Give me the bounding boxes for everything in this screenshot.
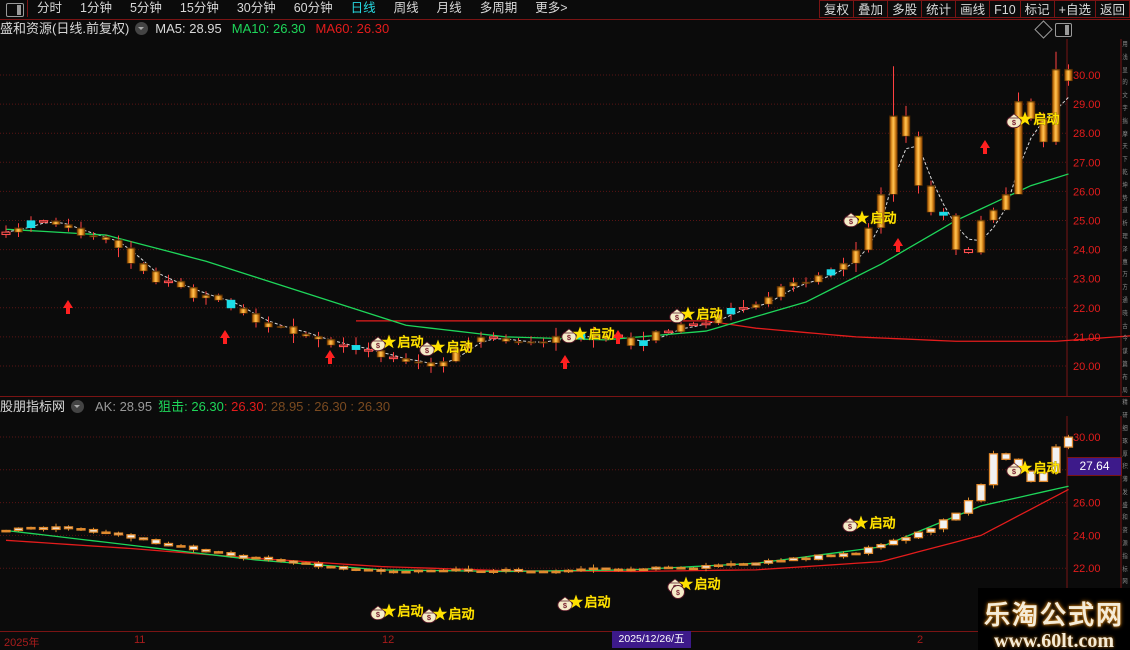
svg-text:29.00: 29.00 <box>1073 99 1101 111</box>
svg-text:30.00: 30.00 <box>1073 432 1101 444</box>
svg-text:20.00: 20.00 <box>1073 361 1101 373</box>
svg-text:26.00: 26.00 <box>1073 498 1101 510</box>
svg-text:23.00: 23.00 <box>1073 274 1101 286</box>
svg-text:26.00: 26.00 <box>1073 186 1101 198</box>
svg-text:24.00: 24.00 <box>1073 245 1101 257</box>
svg-text:25.00: 25.00 <box>1073 216 1101 228</box>
svg-text:27.00: 27.00 <box>1073 157 1101 169</box>
svg-text:28.00: 28.00 <box>1073 128 1101 140</box>
svg-text:22.00: 22.00 <box>1073 563 1101 575</box>
svg-text:24.00: 24.00 <box>1073 530 1101 542</box>
svg-text:21.00: 21.00 <box>1073 332 1101 344</box>
svg-text:30.00: 30.00 <box>1073 70 1101 82</box>
svg-text:22.00: 22.00 <box>1073 303 1101 315</box>
